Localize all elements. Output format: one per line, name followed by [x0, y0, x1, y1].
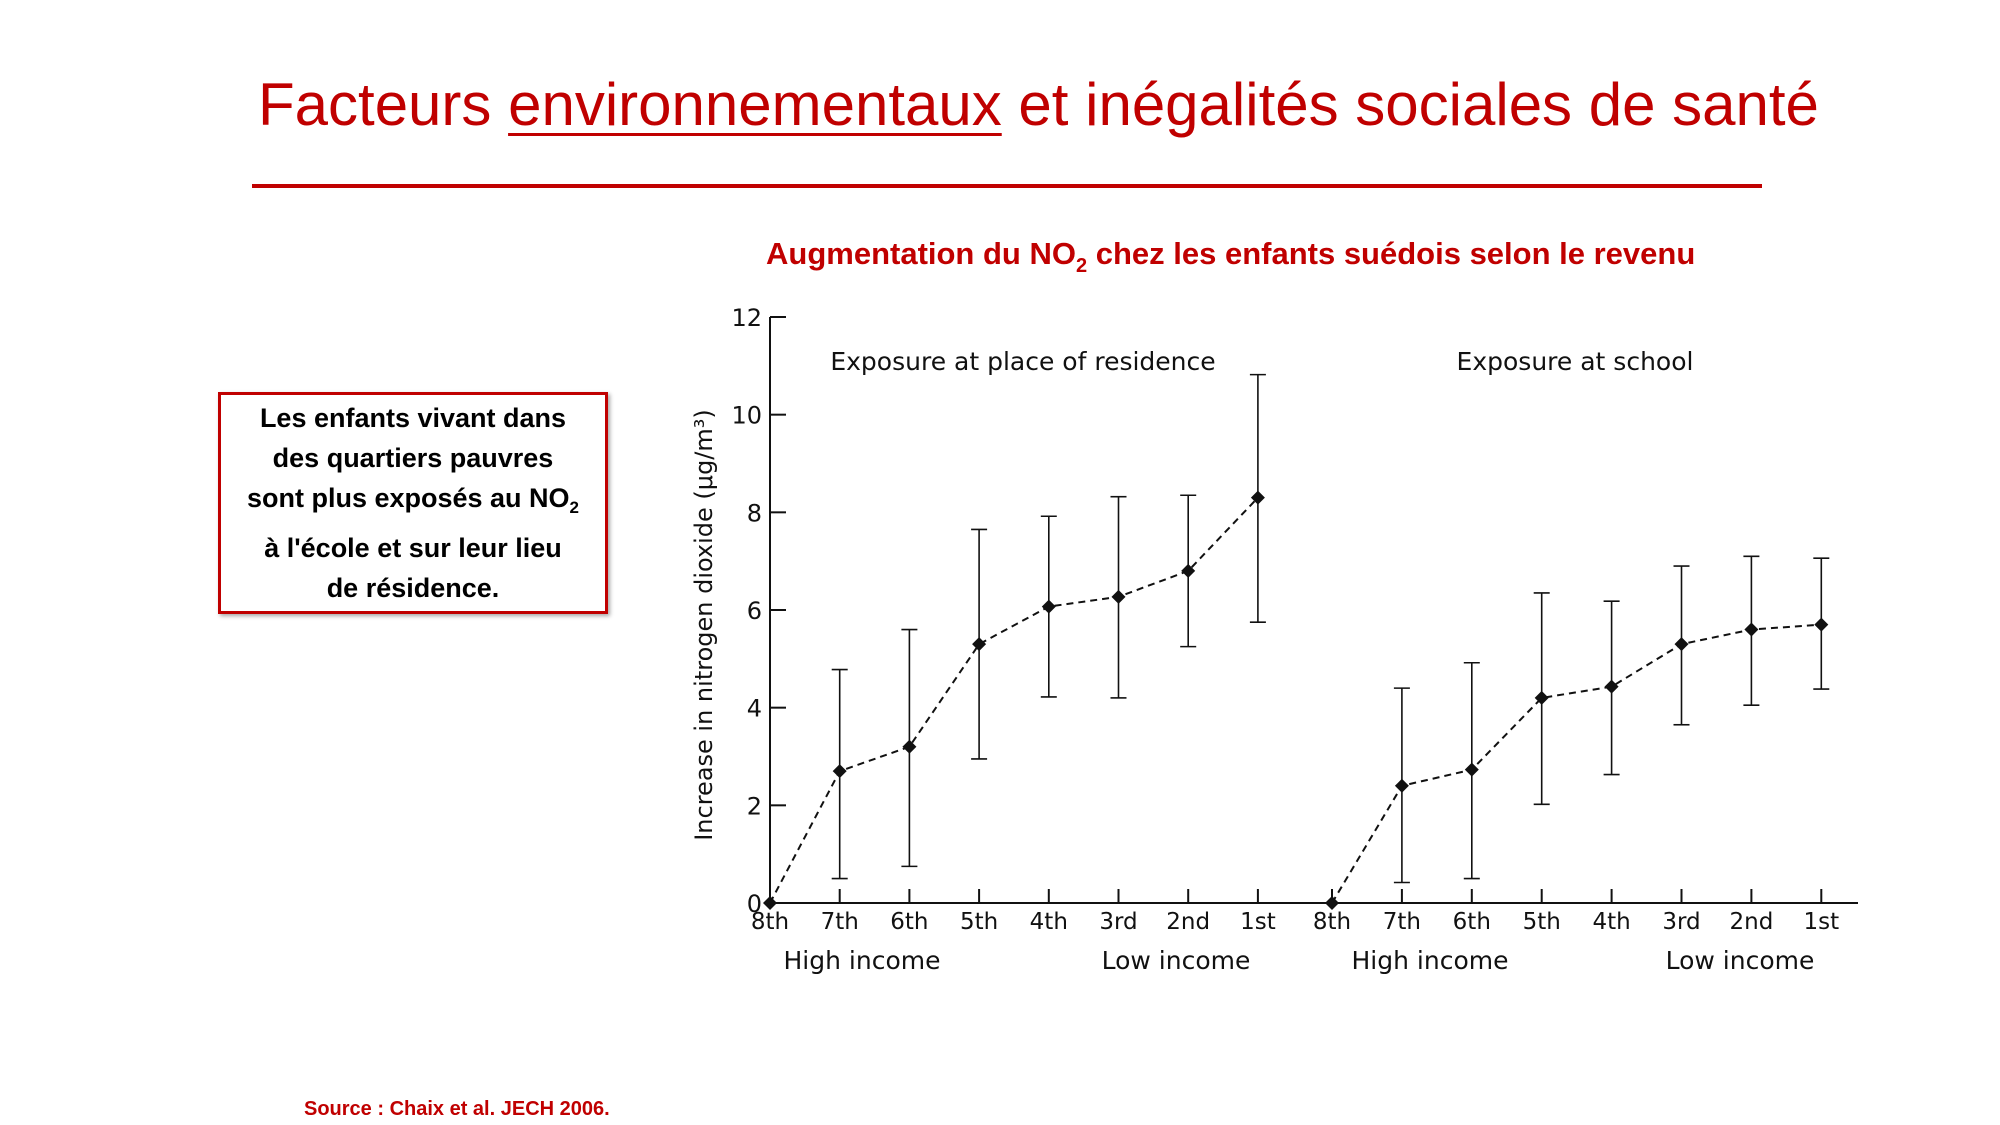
data-point: [1394, 778, 1409, 793]
data-point: [832, 764, 847, 779]
series-line: [1331, 623, 1822, 904]
y-tick-label: 4: [747, 695, 762, 723]
data-point: [1041, 599, 1056, 614]
x-tick-label: 6th: [890, 909, 928, 935]
y-tick-label: 12: [731, 304, 762, 332]
x-tick-label: 3rd: [1099, 909, 1137, 935]
data-point: [763, 896, 777, 910]
chart-title-part2: chez les enfants suédois selon le revenu: [1087, 236, 1696, 271]
y-axis-label: Increase in nitrogen dioxide (μg/m³): [690, 409, 718, 841]
data-point: [1604, 679, 1619, 694]
x-tick-label: 4th: [1030, 909, 1068, 935]
callout-line-5: de résidence.: [326, 573, 500, 603]
x-tick-label: 8th: [1313, 909, 1351, 935]
y-tick-label: 2: [747, 792, 762, 820]
slide-title-underlined: environnementaux: [508, 71, 1002, 138]
chart-title-part1: Augmentation du NO: [766, 236, 1076, 271]
x-tick-label: 4th: [1592, 909, 1630, 935]
source-citation: Source : Chaix et al. JECH 2006.: [304, 1098, 610, 1120]
slide-title-part1: Facteurs: [258, 71, 509, 138]
income-label-low: Low income: [1666, 946, 1815, 975]
income-label-high: High income: [1352, 946, 1509, 975]
callout-line-4: à l'école et sur leur lieu: [264, 533, 562, 563]
x-tick-label: 1st: [1803, 909, 1839, 935]
data-point: [1744, 622, 1759, 637]
callout-subscript: 2: [569, 498, 580, 517]
panel-title: Exposure at school: [1457, 347, 1694, 376]
data-point: [1111, 589, 1126, 604]
x-tick-label: 5th: [960, 909, 998, 935]
y-tick-label: 6: [747, 597, 762, 625]
data-point: [1814, 617, 1829, 632]
data-point: [1325, 896, 1339, 910]
callout-box: Les enfants vivant dans des quartiers pa…: [218, 392, 608, 614]
x-tick-label: 2nd: [1729, 909, 1773, 935]
data-point: [1464, 762, 1479, 777]
callout-line-2: des quartiers pauvres: [272, 443, 554, 473]
data-point: [902, 739, 917, 754]
series-line: [769, 496, 1259, 904]
panel-title: Exposure at place of residence: [830, 347, 1215, 376]
x-tick-label: 1st: [1240, 909, 1276, 935]
data-point: [1534, 690, 1549, 705]
income-label-low: Low income: [1102, 946, 1251, 975]
x-tick-label: 3rd: [1662, 909, 1700, 935]
income-label-high: High income: [784, 946, 941, 975]
y-tick-label: 0: [747, 890, 762, 918]
data-point: [1674, 637, 1689, 652]
y-tick-label: 10: [731, 402, 762, 430]
chart-title: Augmentation du NO2 chez les enfants sué…: [766, 236, 1695, 278]
x-tick-label: 6th: [1453, 909, 1491, 935]
x-tick-label: 7th: [821, 909, 859, 935]
chart-title-subscript: 2: [1075, 255, 1088, 277]
data-point: [1181, 563, 1196, 578]
x-tick-label: 7th: [1383, 909, 1421, 935]
x-tick-label: 2nd: [1166, 909, 1210, 935]
callout-line-1: Les enfants vivant dans: [259, 403, 567, 433]
callout-line-3: sont plus exposés au NO: [246, 483, 570, 513]
title-rule: [252, 184, 1762, 188]
slide-title: Facteurs environnementaux et inégalités …: [258, 72, 1858, 138]
y-tick-label: 8: [747, 499, 762, 527]
data-point: [1250, 490, 1265, 505]
x-tick-label: 8th: [751, 909, 789, 935]
x-tick-label: 5th: [1523, 909, 1561, 935]
slide-title-part2: et inégalités sociales de santé: [1001, 71, 1819, 138]
callout-text: Les enfants vivant dans des quartiers pa…: [247, 398, 579, 608]
data-point: [972, 637, 987, 652]
